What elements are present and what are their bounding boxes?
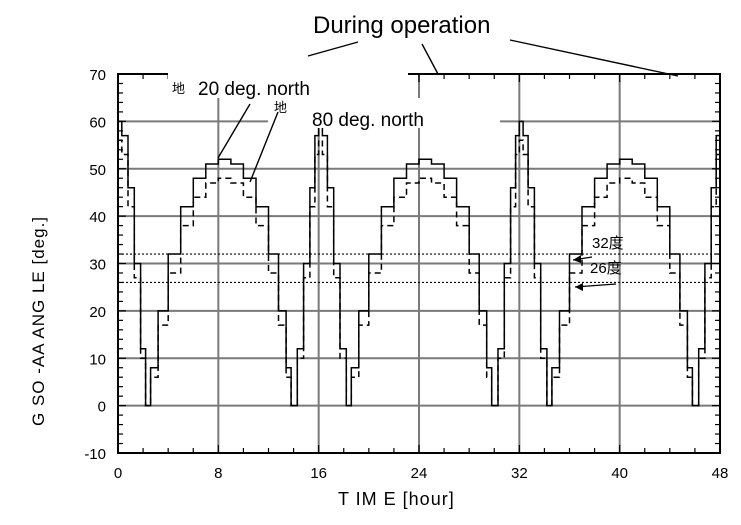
y-tick-label-20: 20 [89,304,106,321]
x-tick-label-48: 48 [712,465,729,482]
y-tick-label-10: 10 [89,351,106,368]
x-tick-label-24: 24 [411,465,428,482]
y-axis-label: G SO -AA ANG LE [deg.] [29,216,48,426]
legend-prefix-1: 地 [172,81,185,96]
x-axis-label: T IM E [hour] [338,489,455,509]
legend-mask-1 [168,72,408,98]
ref-label-32: 32度 [592,235,624,252]
pointer-operation-1 [307,41,359,57]
pointer-80-north [249,111,279,183]
y-tick-label-70: 70 [89,67,106,84]
reference-lines [118,253,720,284]
x-tick-label-16: 16 [310,465,327,482]
y-tick-label--10: -10 [84,446,106,463]
pointer-20-north [217,103,251,159]
y-tick-label-30: 30 [89,257,106,274]
pointer-operation-3 [509,39,679,77]
y-tick-label-0: 0 [98,399,106,416]
y-tick-label-50: 50 [89,162,106,179]
series-lines [118,120,721,407]
ref-arrow-32-head [573,255,581,263]
legend-label-20-north: 20 deg. north [198,79,310,100]
y-tick-label-60: 60 [89,114,106,131]
series-line-80-north [118,139,721,407]
series-line-20-north [118,120,721,407]
legend-prefix-2: 地 [274,100,287,115]
chart-title: During operation [313,12,490,39]
pointer-operation-2 [421,43,439,75]
ref-arrow-26-head [575,283,583,291]
y-tick-label-40: 40 [89,209,106,226]
x-tick-label-0: 0 [114,465,122,482]
grid [118,74,720,453]
legend-label-80-north: 80 deg. north [312,110,424,131]
ref-label-26: 26度 [590,260,622,277]
x-tick-label-40: 40 [611,465,628,482]
tick-labels: 0 8 16 24 32 40 48 -10 0 10 20 30 40 50 60 70 [84,67,728,482]
x-tick-label-32: 32 [511,465,528,482]
legend-mask-2 [268,98,500,128]
x-tick-label-8: 8 [214,465,222,482]
